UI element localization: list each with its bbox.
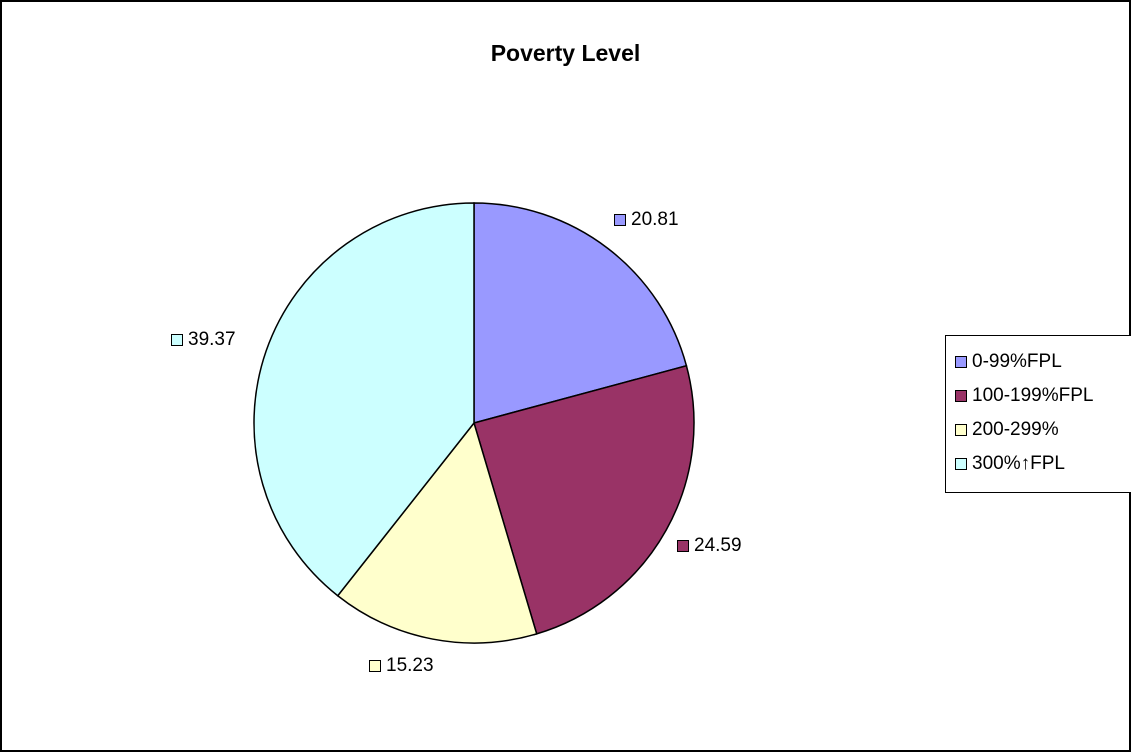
legend-swatch <box>955 356 967 368</box>
data-label-swatch <box>369 660 381 672</box>
pie-slice-4 <box>253 202 475 597</box>
data-label-text: 24.59 <box>694 535 742 556</box>
legend-label: 200-299% <box>972 419 1059 440</box>
data-label-swatch <box>614 214 626 226</box>
legend-item: 200-299% <box>946 413 1131 447</box>
data-label-text: 39.37 <box>188 329 236 350</box>
legend-label: 300%↑FPL <box>972 453 1065 474</box>
data-label-text: 20.81 <box>631 209 679 230</box>
data-label-1: 20.81 <box>614 209 679 231</box>
legend-label: 0-99%FPL <box>972 351 1062 372</box>
legend-swatch <box>955 424 967 436</box>
data-label-swatch <box>171 334 183 346</box>
pie-slice-3 <box>336 421 538 644</box>
pie-slice-1 <box>473 202 688 424</box>
legend-item: 300%↑FPL <box>946 447 1131 481</box>
data-label-2: 24.59 <box>677 535 742 557</box>
chart-title: Poverty Level <box>490 40 641 66</box>
data-label-swatch <box>677 540 689 552</box>
legend-label: 100-199%FPL <box>972 385 1094 406</box>
legend-swatch <box>955 390 967 402</box>
legend-swatch <box>955 458 967 470</box>
pie-slice-2 <box>473 364 695 635</box>
data-label-4: 39.37 <box>171 329 236 351</box>
data-label-3: 15.23 <box>369 655 434 677</box>
legend-item: 0-99%FPL <box>946 345 1131 379</box>
legend-item: 100-199%FPL <box>946 379 1131 413</box>
data-label-text: 15.23 <box>386 655 434 676</box>
legend: 0-99%FPL 100-199%FPL 200-299% 300%↑FPL <box>945 335 1131 493</box>
